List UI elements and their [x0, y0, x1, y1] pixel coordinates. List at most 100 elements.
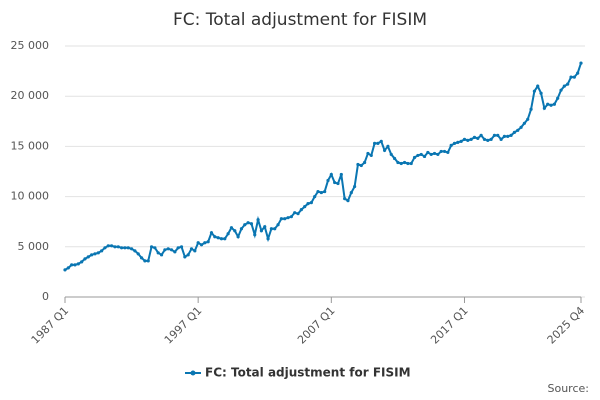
data-point — [63, 268, 67, 272]
data-point — [86, 255, 90, 259]
data-point — [246, 221, 250, 225]
data-point — [333, 180, 337, 185]
data-point — [216, 236, 220, 240]
data-point — [449, 143, 453, 147]
data-point — [96, 251, 100, 255]
data-point — [236, 235, 240, 239]
data-point — [106, 244, 110, 248]
data-point — [286, 216, 290, 220]
data-point — [402, 160, 407, 165]
data-point — [213, 235, 217, 239]
data-point — [399, 161, 403, 166]
data-point — [206, 240, 210, 244]
data-point — [442, 149, 447, 154]
data-point — [369, 153, 373, 158]
data-point — [80, 260, 84, 264]
data-point — [356, 162, 360, 167]
legend-label: FC: Total adjustment for FISIM — [205, 366, 411, 380]
data-point — [136, 252, 140, 256]
data-point — [459, 139, 463, 143]
data-point — [283, 217, 287, 221]
x-tick-label: 2017 Q1 — [428, 304, 471, 347]
data-point — [139, 256, 144, 260]
data-point — [146, 259, 150, 263]
y-tick-label: 10 000 — [11, 190, 50, 203]
x-tick-label: 2025 Q4 — [545, 304, 588, 347]
data-point — [419, 152, 423, 157]
data-point — [392, 156, 397, 161]
data-point — [466, 138, 470, 142]
data-point — [376, 141, 380, 145]
data-point — [556, 96, 560, 100]
data-point — [259, 229, 264, 233]
data-point — [509, 133, 513, 137]
data-point — [189, 247, 194, 251]
data-point — [269, 227, 273, 231]
data-point — [123, 246, 127, 250]
data-point — [353, 184, 357, 189]
data-point — [233, 229, 237, 233]
data-point — [183, 255, 187, 259]
data-point — [452, 141, 457, 145]
data-point — [462, 137, 467, 141]
data-point — [309, 201, 313, 205]
data-point — [349, 190, 353, 195]
data-point — [153, 246, 157, 250]
data-point — [319, 190, 323, 195]
data-point — [276, 223, 280, 227]
data-point — [552, 102, 556, 106]
legend-marker — [190, 370, 196, 376]
y-tick-label: 0 — [42, 290, 49, 303]
data-point — [576, 71, 580, 75]
data-point — [412, 155, 417, 160]
source: Source: — [548, 382, 590, 395]
data-point — [479, 133, 483, 137]
data-point — [179, 245, 184, 249]
data-point — [529, 107, 533, 111]
data-point — [279, 217, 283, 221]
data-point — [299, 208, 303, 212]
data-point — [336, 181, 340, 186]
data-point — [512, 130, 517, 134]
data-point — [313, 195, 317, 199]
x-tick-label: 2007 Q1 — [295, 304, 338, 347]
data-point — [409, 161, 413, 166]
data-point — [156, 251, 160, 255]
data-point — [263, 225, 267, 229]
data-point — [316, 189, 320, 194]
data-point — [406, 161, 410, 166]
data-point — [422, 154, 427, 159]
data-point — [492, 133, 497, 137]
data-point — [343, 197, 347, 201]
data-point — [149, 245, 154, 249]
data-point — [432, 151, 437, 156]
data-point — [496, 133, 500, 137]
data-point — [456, 140, 460, 144]
y-tick-label: 15 000 — [11, 139, 50, 152]
data-point — [169, 248, 174, 252]
data-point — [119, 246, 124, 250]
data-point — [73, 263, 77, 267]
data-point — [143, 259, 147, 263]
data-point — [506, 134, 510, 138]
data-point — [502, 134, 507, 138]
data-point — [229, 226, 234, 230]
data-point — [323, 189, 327, 194]
y-tick-label: 25 000 — [11, 39, 50, 52]
data-point — [386, 144, 390, 148]
data-point — [489, 137, 493, 141]
data-point — [209, 231, 214, 235]
data-point — [129, 247, 134, 251]
data-point — [439, 149, 443, 154]
data-point — [426, 150, 430, 155]
data-point — [326, 178, 330, 183]
chart-title: FC: Total adjustment for FISIM — [173, 10, 427, 30]
x-tick-label: 1997 Q1 — [162, 304, 205, 347]
data-point — [306, 202, 310, 206]
data-point — [389, 152, 393, 157]
data-point — [579, 61, 583, 65]
data-point — [379, 139, 383, 143]
data-point — [339, 172, 343, 177]
data-point — [116, 245, 120, 249]
